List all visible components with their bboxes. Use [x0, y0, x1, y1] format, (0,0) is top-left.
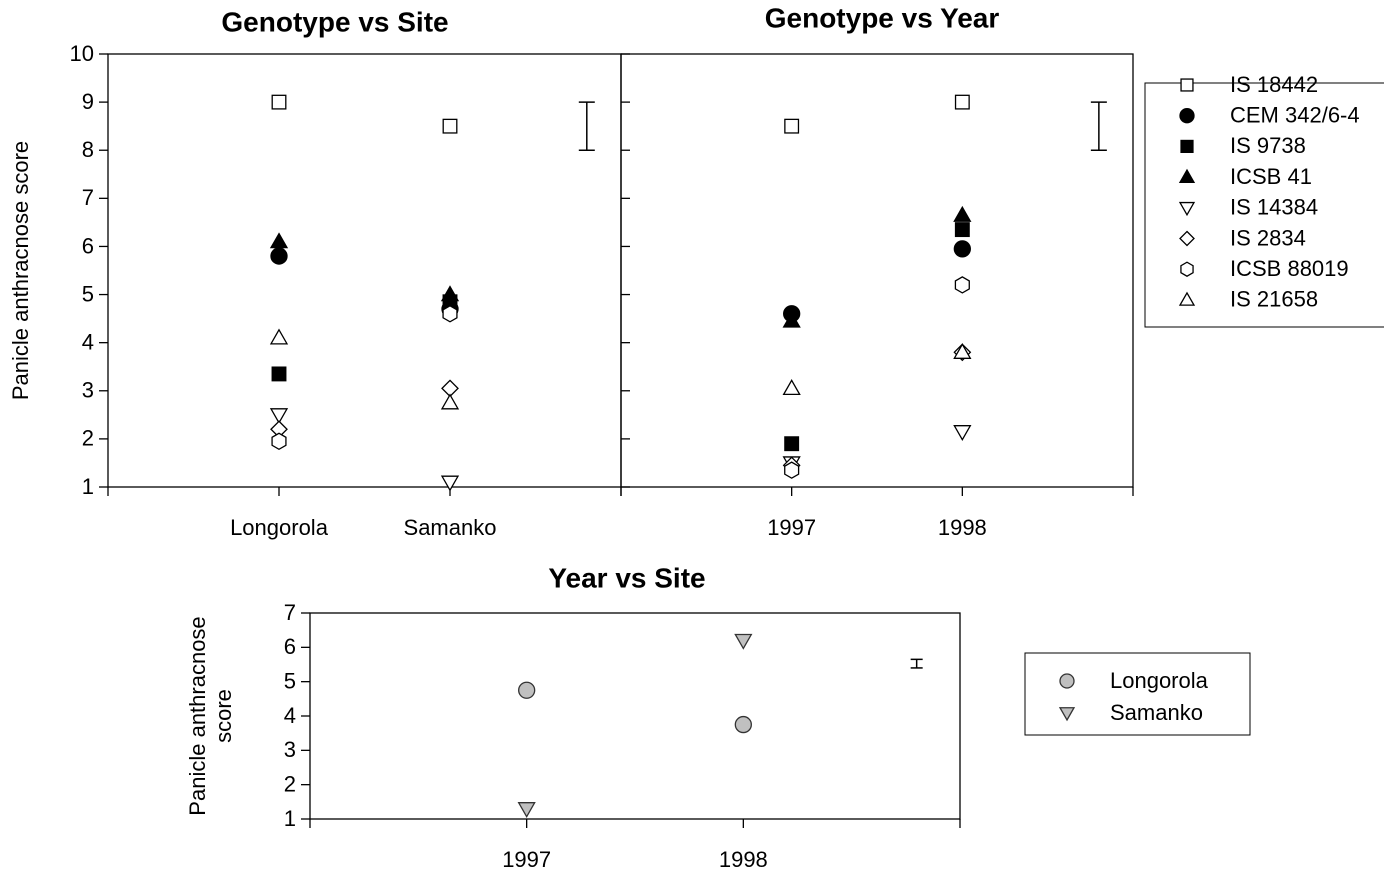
x-tick-label: 1997	[502, 847, 551, 872]
x-tick-label: Longorola	[230, 515, 329, 540]
marker	[271, 94, 287, 110]
marker	[440, 475, 460, 492]
legend-swatch	[1179, 230, 1195, 247]
x-tick-label: Samanko	[404, 515, 497, 540]
y-tick-label: 6	[284, 634, 296, 659]
legend-label: IS 21658	[1230, 287, 1318, 312]
marker	[440, 285, 460, 302]
marker	[954, 94, 970, 110]
legend-swatch	[1178, 168, 1196, 184]
marker	[954, 276, 970, 294]
legend-box	[1024, 652, 1251, 736]
legend-label: CEM 342/6-4	[1230, 103, 1360, 128]
y-tick-label: 3	[82, 378, 94, 403]
marker	[784, 461, 800, 479]
marker	[954, 222, 970, 238]
y-tick-label: 7	[82, 185, 94, 210]
legend-swatch	[1179, 108, 1195, 124]
y-tick-label: 4	[82, 329, 94, 354]
y-axis-label: Panicle anthracnose score	[8, 141, 33, 400]
y-axis-label: Panicle anthracnose	[185, 616, 210, 815]
y-tick-label: 2	[284, 771, 296, 796]
y-tick-label: 1	[284, 806, 296, 831]
marker	[440, 393, 460, 410]
marker	[734, 633, 753, 650]
x-tick-label: 1997	[767, 515, 816, 540]
y-tick-label: 3	[284, 737, 296, 762]
legend-label: IS 9738	[1230, 133, 1306, 158]
x-tick-label: 1998	[719, 847, 768, 872]
legend-label: ICSB 41	[1230, 164, 1312, 189]
marker	[271, 366, 287, 382]
plot-frame	[309, 612, 961, 820]
y-tick-label: 2	[82, 426, 94, 451]
y-tick-label: 7	[284, 600, 296, 625]
marker	[518, 681, 536, 699]
y-tick-label: 8	[82, 137, 94, 162]
legend-swatch	[1058, 707, 1076, 722]
legend-swatch	[1059, 673, 1075, 689]
marker	[269, 232, 289, 249]
legend-swatch	[1178, 201, 1196, 217]
y-tick-label: 5	[284, 668, 296, 693]
plot-frame	[620, 53, 1134, 488]
legend-label: Longorola	[1110, 668, 1209, 693]
y-tick-label: 5	[82, 281, 94, 306]
marker	[734, 715, 752, 734]
legend-label: IS 2834	[1230, 225, 1306, 250]
y-tick-label: 10	[70, 41, 94, 66]
legend-label: IS 18442	[1230, 72, 1318, 97]
chart-title: Genotype vs Year	[765, 2, 1000, 33]
marker	[953, 425, 972, 441]
marker	[953, 240, 971, 258]
legend-swatch	[1180, 261, 1194, 277]
marker	[782, 379, 801, 396]
x-tick-label: 1998	[938, 515, 987, 540]
y-tick-label: 4	[284, 703, 296, 728]
legend-swatch	[1180, 139, 1194, 153]
y-axis-label: score	[211, 689, 236, 743]
marker	[784, 118, 800, 134]
marker	[782, 311, 801, 328]
marker	[442, 118, 458, 134]
legend-label: Samanko	[1110, 700, 1203, 725]
chart-title: Year vs Site	[548, 562, 705, 593]
y-tick-label: 9	[82, 89, 94, 114]
marker	[953, 205, 972, 222]
marker	[269, 328, 289, 345]
plot-frame	[107, 53, 622, 488]
marker	[953, 342, 972, 359]
marker	[269, 408, 289, 425]
marker	[442, 305, 458, 323]
legend-swatch	[1180, 78, 1194, 92]
legend-label: IS 14384	[1230, 195, 1318, 220]
marker	[517, 802, 536, 819]
chart-title: Genotype vs Site	[221, 6, 448, 37]
marker	[270, 247, 288, 265]
legend-label: ICSB 88019	[1230, 256, 1349, 281]
y-tick-label: 6	[82, 233, 94, 258]
legend-swatch	[1178, 291, 1196, 306]
y-tick-label: 1	[82, 474, 94, 499]
marker	[784, 436, 800, 452]
marker	[271, 432, 287, 451]
